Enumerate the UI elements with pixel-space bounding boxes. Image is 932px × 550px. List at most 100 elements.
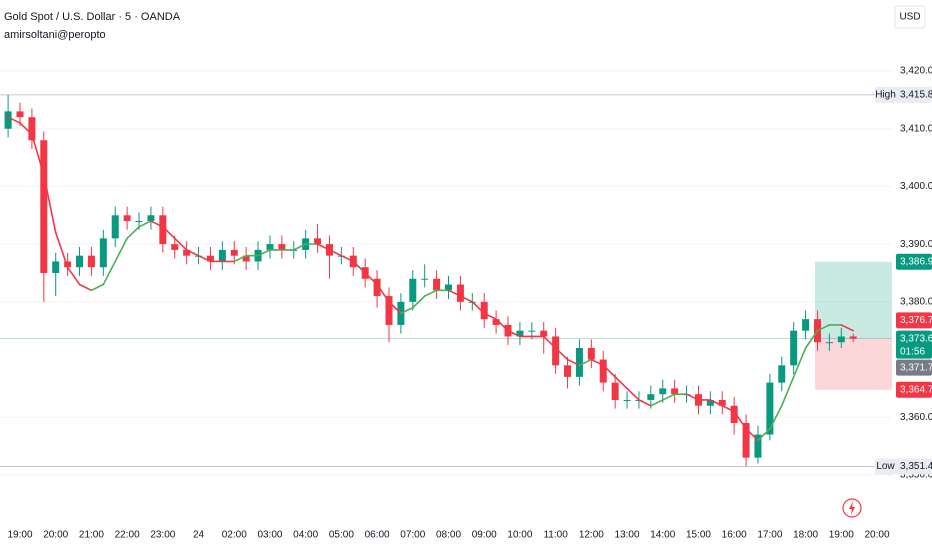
price-label: 3,371.736 [900,362,932,373]
candle-body [730,405,738,424]
ma-segment [7,116,21,124]
currency-button[interactable] [894,5,926,29]
ma-segment [804,329,819,349]
ma-segment [661,393,676,401]
price-label: 3,386.944 [900,256,932,267]
ma-segment [316,243,331,251]
candle-body [825,342,833,344]
candle-body [540,330,548,337]
ma-segment [566,358,581,367]
candle-body [266,244,274,250]
candle-body [742,423,750,458]
candle-body [528,330,536,332]
price-label-box [896,330,932,359]
candle-body [242,255,250,262]
grid [0,70,892,476]
chart-title: Gold Spot / U.S. Dollar · 5 · OANDA [4,11,181,23]
ma-segment [173,237,188,251]
ma-segment [197,254,212,263]
ma-segment [626,387,640,401]
x-tick-label: 11:00 [543,530,568,541]
candle-body [409,278,417,302]
ma-segment [542,335,557,349]
ma-segment [638,399,652,407]
price-timer: 01:56 [900,346,925,357]
candle-body [671,388,679,395]
candle-body [837,336,845,343]
candle-body [183,249,191,256]
x-tick-label: 07:00 [400,530,425,541]
ma-segment [733,410,747,430]
ma-segment [757,428,771,442]
price-label: 3,373.625 [900,333,932,344]
alert-icon[interactable] [842,498,862,518]
currency[interactable]: USD [899,12,920,23]
x-tick-label: 06:00 [365,530,390,541]
candle-body [790,330,798,366]
ma-segment [745,428,759,442]
ma-segment [102,260,117,286]
price-label-box [896,253,932,270]
price-label-box [896,381,932,398]
y-tick-label: 3,350.000 [900,470,932,481]
price-label-box [896,458,932,475]
candle-body [159,215,167,245]
price-label: 3,364.766 [900,384,932,395]
x-tick-label: 03:00 [257,530,282,541]
ma-segment [471,301,486,315]
candle-body [28,117,36,141]
candle-body [766,382,774,435]
candle-body [278,244,286,250]
candle-body [4,111,12,129]
candle-body [516,330,524,337]
price-label-box [896,86,932,103]
candle-body [111,215,119,239]
ma-segment [233,254,247,263]
ma-segment [578,358,593,367]
ma-segment [54,231,69,269]
candle-body [480,301,488,320]
x-tick-label: 16:00 [722,530,747,541]
candle-body [706,399,714,406]
ma-segment [376,283,390,303]
y-tick-label: 3,380.000 [900,296,932,307]
price-tag-box [875,458,896,475]
ma-segment [126,226,140,240]
candle-body [778,365,786,383]
ma-segment [292,243,307,251]
ma-segment [590,358,605,367]
ma-segment [150,220,164,228]
candle-body [445,284,452,291]
x-tick-label: 24 [193,530,205,541]
ma-segment [257,249,271,257]
candle-body [385,296,393,325]
alert-bolt[interactable] [849,501,855,515]
candle-body [623,399,631,401]
price-label-box [896,359,932,376]
y-tick-label: 3,400.000 [900,181,932,192]
candle-body [52,261,60,273]
position-stop-zone [815,338,892,390]
ma-segment [66,266,81,286]
y-tick-label: 3,420.000 [900,66,932,77]
price-tag-box [875,86,896,103]
ma-segment [400,306,414,315]
ma-segment [483,312,497,320]
marks [4,94,892,467]
ma-segment [31,133,45,176]
candle-body [135,221,143,223]
x-tick-label: 05:00 [329,530,354,541]
x-tick-label: 21:00 [79,530,104,541]
candle-body [171,244,179,250]
candle-body [16,111,24,118]
x-tick-label: 02:00 [222,530,247,541]
x-tick-label: 14:00 [650,530,675,541]
price-tag: High [875,90,896,101]
candle-body [421,278,429,280]
candle-body [552,336,560,366]
candle-body [849,336,857,339]
candle-body [718,399,726,406]
ma-segment [495,318,509,332]
